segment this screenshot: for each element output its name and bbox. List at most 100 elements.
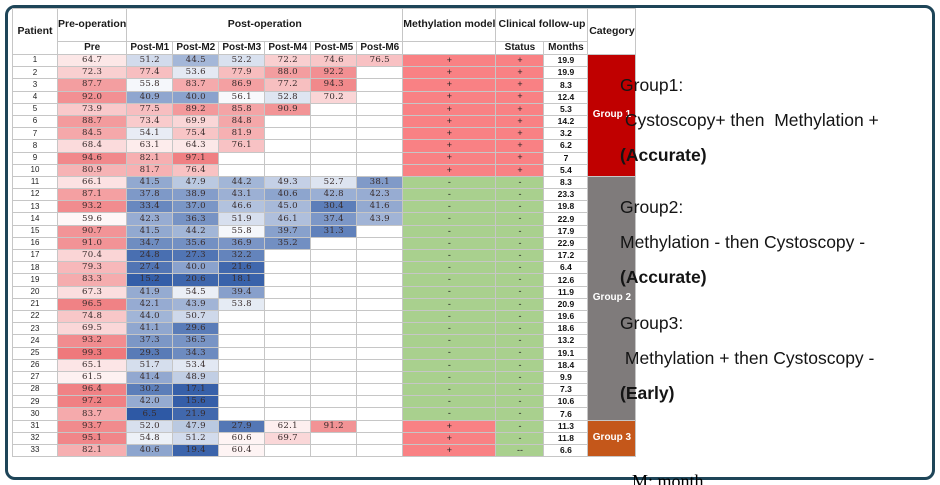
patient-cell: 6	[12, 114, 58, 129]
status-cell: -	[495, 297, 545, 311]
status-cell: +	[495, 66, 545, 80]
heat-cell: 36.5	[172, 334, 220, 348]
heat-cell: 40.9	[126, 90, 174, 104]
heat-cell	[356, 395, 404, 409]
heat-cell: 46.1	[264, 212, 312, 226]
months-cell: 22.9	[543, 236, 589, 251]
col-header-post-m6: Post-M6	[356, 41, 404, 55]
heat-cell: 79.3	[56, 261, 128, 275]
heat-cell: 80.9	[56, 163, 128, 177]
col-header-post-m3: Post-M3	[218, 41, 266, 55]
heat-cell: 24.8	[126, 248, 174, 263]
patient-cell: 19	[12, 273, 58, 287]
heat-cell: 51.7	[126, 358, 174, 372]
heat-cell	[218, 407, 266, 421]
heat-cell: 43.9	[172, 297, 220, 311]
heat-cell: 40.0	[172, 90, 220, 104]
patient-cell: 5	[12, 102, 58, 116]
methylation-cell: -	[402, 175, 497, 190]
heat-cell: 21.9	[172, 407, 220, 421]
status-cell: -	[495, 236, 545, 251]
heat-cell: 91.2	[310, 419, 358, 433]
status-cell: -	[495, 200, 545, 214]
heat-cell: 27.4	[126, 261, 174, 275]
heat-cell: 83.3	[56, 273, 128, 287]
months-cell: 11.3	[543, 419, 589, 433]
heat-cell	[310, 395, 358, 409]
patient-cell: 31	[12, 419, 58, 433]
heat-cell	[264, 139, 312, 153]
heat-cell: 53.4	[172, 358, 220, 372]
months-cell: 19.9	[543, 66, 589, 80]
status-cell: -	[495, 188, 545, 202]
heat-cell: 70.2	[310, 90, 358, 104]
heat-cell	[218, 322, 266, 336]
heat-cell	[218, 358, 266, 372]
patient-cell: 1	[12, 53, 58, 68]
status-cell: -	[495, 431, 545, 446]
heat-cell: 60.6	[218, 431, 266, 446]
patient-cell: 17	[12, 248, 58, 263]
table-row: 27 61.5 41.4 48.9- -9.9	[12, 370, 636, 385]
heat-cell: 41.9	[126, 285, 174, 299]
status-cell: +	[495, 53, 545, 68]
months-cell: 19.1	[543, 346, 589, 360]
heat-cell	[356, 163, 404, 177]
table-row: 11 66.1 41.5 47.9 44.2 49.3 52.7 38.1- -8.3 Group…	[12, 175, 637, 421]
heat-cell: 84.5	[56, 127, 128, 141]
table-row: 1 64.7 51.2 44.5 52.2 72.2 74.6 76.5 + +19.9 Group…	[12, 53, 637, 177]
heat-cell	[356, 419, 404, 433]
methylation-cell: -	[402, 395, 497, 409]
heat-cell: 21.6	[218, 261, 266, 275]
heat-cell: 37.8	[126, 188, 174, 202]
heat-cell: 96.4	[56, 383, 128, 397]
methylation-cell: -	[402, 358, 497, 372]
heat-cell	[356, 383, 404, 397]
months-cell: 3.2	[543, 127, 589, 141]
heat-cell	[310, 248, 358, 263]
heat-cell: 43.9	[356, 212, 404, 226]
legend-group2-title: Group2:	[620, 197, 684, 217]
patient-cell: 30	[12, 407, 58, 421]
patient-cell: 9	[12, 151, 58, 165]
table-row: 26 65.1 51.7 53.4- -18.4	[12, 358, 636, 372]
heat-cell: 69.9	[172, 114, 220, 129]
heat-cell: 84.8	[218, 114, 266, 129]
heat-cell: 87.1	[56, 188, 128, 202]
heat-cell	[264, 346, 312, 360]
heat-cell	[264, 273, 312, 287]
patient-cell: 18	[12, 261, 58, 275]
table-row: 25 99.3 29.3 34.3- -19.1	[12, 346, 636, 360]
status-cell: +	[495, 163, 545, 177]
heat-cell: 41.4	[126, 370, 174, 385]
heat-cell: 44.5	[172, 53, 220, 68]
legend-group2-tag: (Accurate)	[620, 267, 707, 287]
col-header-pre: Pre	[56, 41, 128, 55]
heat-cell: 77.2	[264, 78, 312, 92]
months-cell: 9.9	[543, 370, 589, 385]
heat-cell	[264, 334, 312, 348]
heat-cell	[310, 127, 358, 141]
heat-cell: 82.1	[126, 151, 174, 165]
heat-cell: 41.6	[356, 200, 404, 214]
months-cell: 12.6	[543, 273, 589, 287]
months-cell: 5.3	[543, 102, 589, 116]
heat-cell	[264, 358, 312, 372]
heat-cell	[310, 285, 358, 299]
heat-cell	[264, 127, 312, 141]
heat-cell: 17.1	[172, 383, 220, 397]
heat-cell: 64.3	[172, 139, 220, 153]
heat-cell: 51.2	[172, 431, 220, 446]
heat-cell	[356, 370, 404, 385]
heat-cell	[310, 370, 358, 385]
heat-cell	[356, 248, 404, 263]
heat-cell: 27.3	[172, 248, 220, 263]
heat-cell: 81.7	[126, 163, 174, 177]
status-cell: -	[495, 322, 545, 336]
months-cell: 7.3	[543, 383, 589, 397]
heat-cell: 90.9	[264, 102, 312, 116]
heat-cell: 99.3	[56, 346, 128, 360]
heat-cell: 44.2	[218, 175, 266, 190]
heat-cell: 18.1	[218, 273, 266, 287]
